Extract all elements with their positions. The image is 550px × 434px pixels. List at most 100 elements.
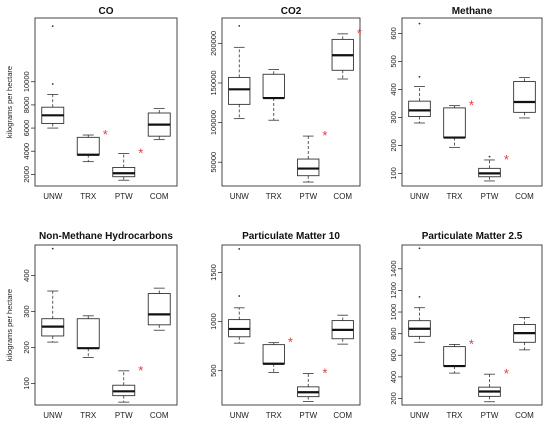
outlier-point <box>51 25 54 28</box>
significance-asterisk: * <box>504 152 509 167</box>
box-unw <box>41 247 65 343</box>
x-category-label: TRX <box>80 411 97 420</box>
significance-asterisk: * <box>469 98 474 113</box>
box-trx: * <box>76 127 108 163</box>
interquartile-box <box>408 100 431 118</box>
outlier-point <box>238 25 241 27</box>
x-category-label: PTW <box>481 411 499 420</box>
significance-asterisk: * <box>138 146 143 161</box>
chart-panel: Particulate Matter 10 500 1000 1500 UNW * TRX *… <box>209 231 361 420</box>
y-tick-label: 4000 <box>22 143 31 160</box>
box-ptw: * <box>112 363 143 403</box>
x-category-label: COM <box>515 192 534 201</box>
box-com <box>147 107 171 141</box>
chart-panel: Non-Methane Hydrocarbons 100 200 300 400 kilo… <box>5 231 178 420</box>
significance-asterisk: * <box>103 127 108 142</box>
box-ptw: * <box>112 146 143 181</box>
box-ptw: * <box>297 128 327 183</box>
box-com <box>513 77 536 119</box>
y-tick-label: 2000 <box>22 166 31 183</box>
x-category-label: PTW <box>115 411 133 420</box>
chart-panel: CO2 50000 100000 150000 200000 UNW TRX * PTW * COM <box>209 6 362 201</box>
x-category-label: UNW <box>43 192 63 201</box>
chart-panel: Methane 100 200 300 400 500 600 UNW * TRX * PTW COM <box>389 6 543 201</box>
y-tick-label: 600 <box>389 27 398 40</box>
significance-asterisk: * <box>357 26 362 41</box>
chart-panel: CO 2000 4000 6000 8000 10000 kilograms per hec… <box>5 6 178 201</box>
panel-title: Methane <box>452 6 493 17</box>
y-tick-label: 1500 <box>209 264 218 281</box>
box-trx: * <box>443 336 474 374</box>
panel-title: CO <box>99 6 114 17</box>
box-trx: * <box>443 98 474 148</box>
box-unw <box>228 25 251 120</box>
box-trx: * <box>262 335 293 374</box>
y-tick-label: 200 <box>389 139 398 152</box>
y-tick-label: 200000 <box>209 31 218 56</box>
y-tick-label: 300 <box>389 111 398 124</box>
x-category-label: TRX <box>447 192 464 201</box>
y-tick-label: 50000 <box>209 152 218 173</box>
significance-asterisk: * <box>322 366 327 381</box>
interquartile-box <box>513 81 536 113</box>
x-category-label: COM <box>515 411 534 420</box>
x-category-label: PTW <box>115 192 133 201</box>
significance-asterisk: * <box>469 336 474 351</box>
interquartile-box <box>112 167 136 178</box>
y-tick-label: 100 <box>22 377 31 390</box>
x-category-label: PTW <box>299 411 317 420</box>
interquartile-box <box>443 107 466 139</box>
y-tick-label: 800 <box>389 327 398 340</box>
box-com: * <box>331 26 362 80</box>
outlier-point <box>488 155 491 158</box>
outlier-point <box>418 295 421 298</box>
outlier-point <box>418 22 421 25</box>
box-unw <box>408 22 431 124</box>
y-tick-label: 400 <box>389 83 398 96</box>
interquartile-box <box>262 344 285 365</box>
y-tick-label: 400 <box>22 269 31 282</box>
outlier-point <box>418 247 421 250</box>
x-category-label: TRX <box>266 192 283 201</box>
y-tick-label: 1400 <box>389 260 398 277</box>
interquartile-box <box>76 318 100 349</box>
plot-frame <box>221 244 361 406</box>
chart-panel: Particulate Matter 2.5 200 400 600 800 1000 12… <box>389 231 543 420</box>
interquartile-box <box>76 136 100 156</box>
y-tick-label: 150000 <box>209 70 218 95</box>
outlier-point <box>418 75 421 78</box>
y-tick-label: 400 <box>389 371 398 384</box>
y-tick-label: 10000 <box>22 71 31 92</box>
box-unw <box>408 247 431 343</box>
interquartile-box <box>443 346 466 367</box>
box-ptw: * <box>478 152 509 182</box>
x-category-label: COM <box>333 411 352 420</box>
x-category-label: COM <box>150 192 169 201</box>
plot-frame <box>221 17 361 187</box>
x-category-label: UNW <box>43 411 63 420</box>
plot-frame <box>401 244 543 406</box>
y-tick-label: 300 <box>22 305 31 318</box>
y-tick-label: 500 <box>389 55 398 68</box>
x-category-label: COM <box>150 411 169 420</box>
box-trx <box>262 69 285 121</box>
x-category-label: UNW <box>230 192 250 201</box>
panel-title: CO2 <box>281 6 302 17</box>
interquartile-box <box>147 293 171 326</box>
y-tick-label: 100 <box>389 167 398 180</box>
y-axis-label: kilograms per hectare <box>5 66 14 138</box>
y-tick-label: 1000 <box>389 304 398 321</box>
x-category-label: COM <box>333 192 352 201</box>
x-category-label: TRX <box>266 411 283 420</box>
box-trx <box>76 315 100 358</box>
significance-asterisk: * <box>138 363 143 378</box>
x-category-label: UNW <box>410 192 430 201</box>
plot-frame <box>401 17 543 187</box>
box-com <box>513 317 536 351</box>
box-com <box>147 287 171 331</box>
outlier-point <box>238 248 241 250</box>
box-unw <box>41 25 65 129</box>
y-axis-label: kilograms per hectare <box>5 289 14 361</box>
plot-frame <box>34 17 178 187</box>
